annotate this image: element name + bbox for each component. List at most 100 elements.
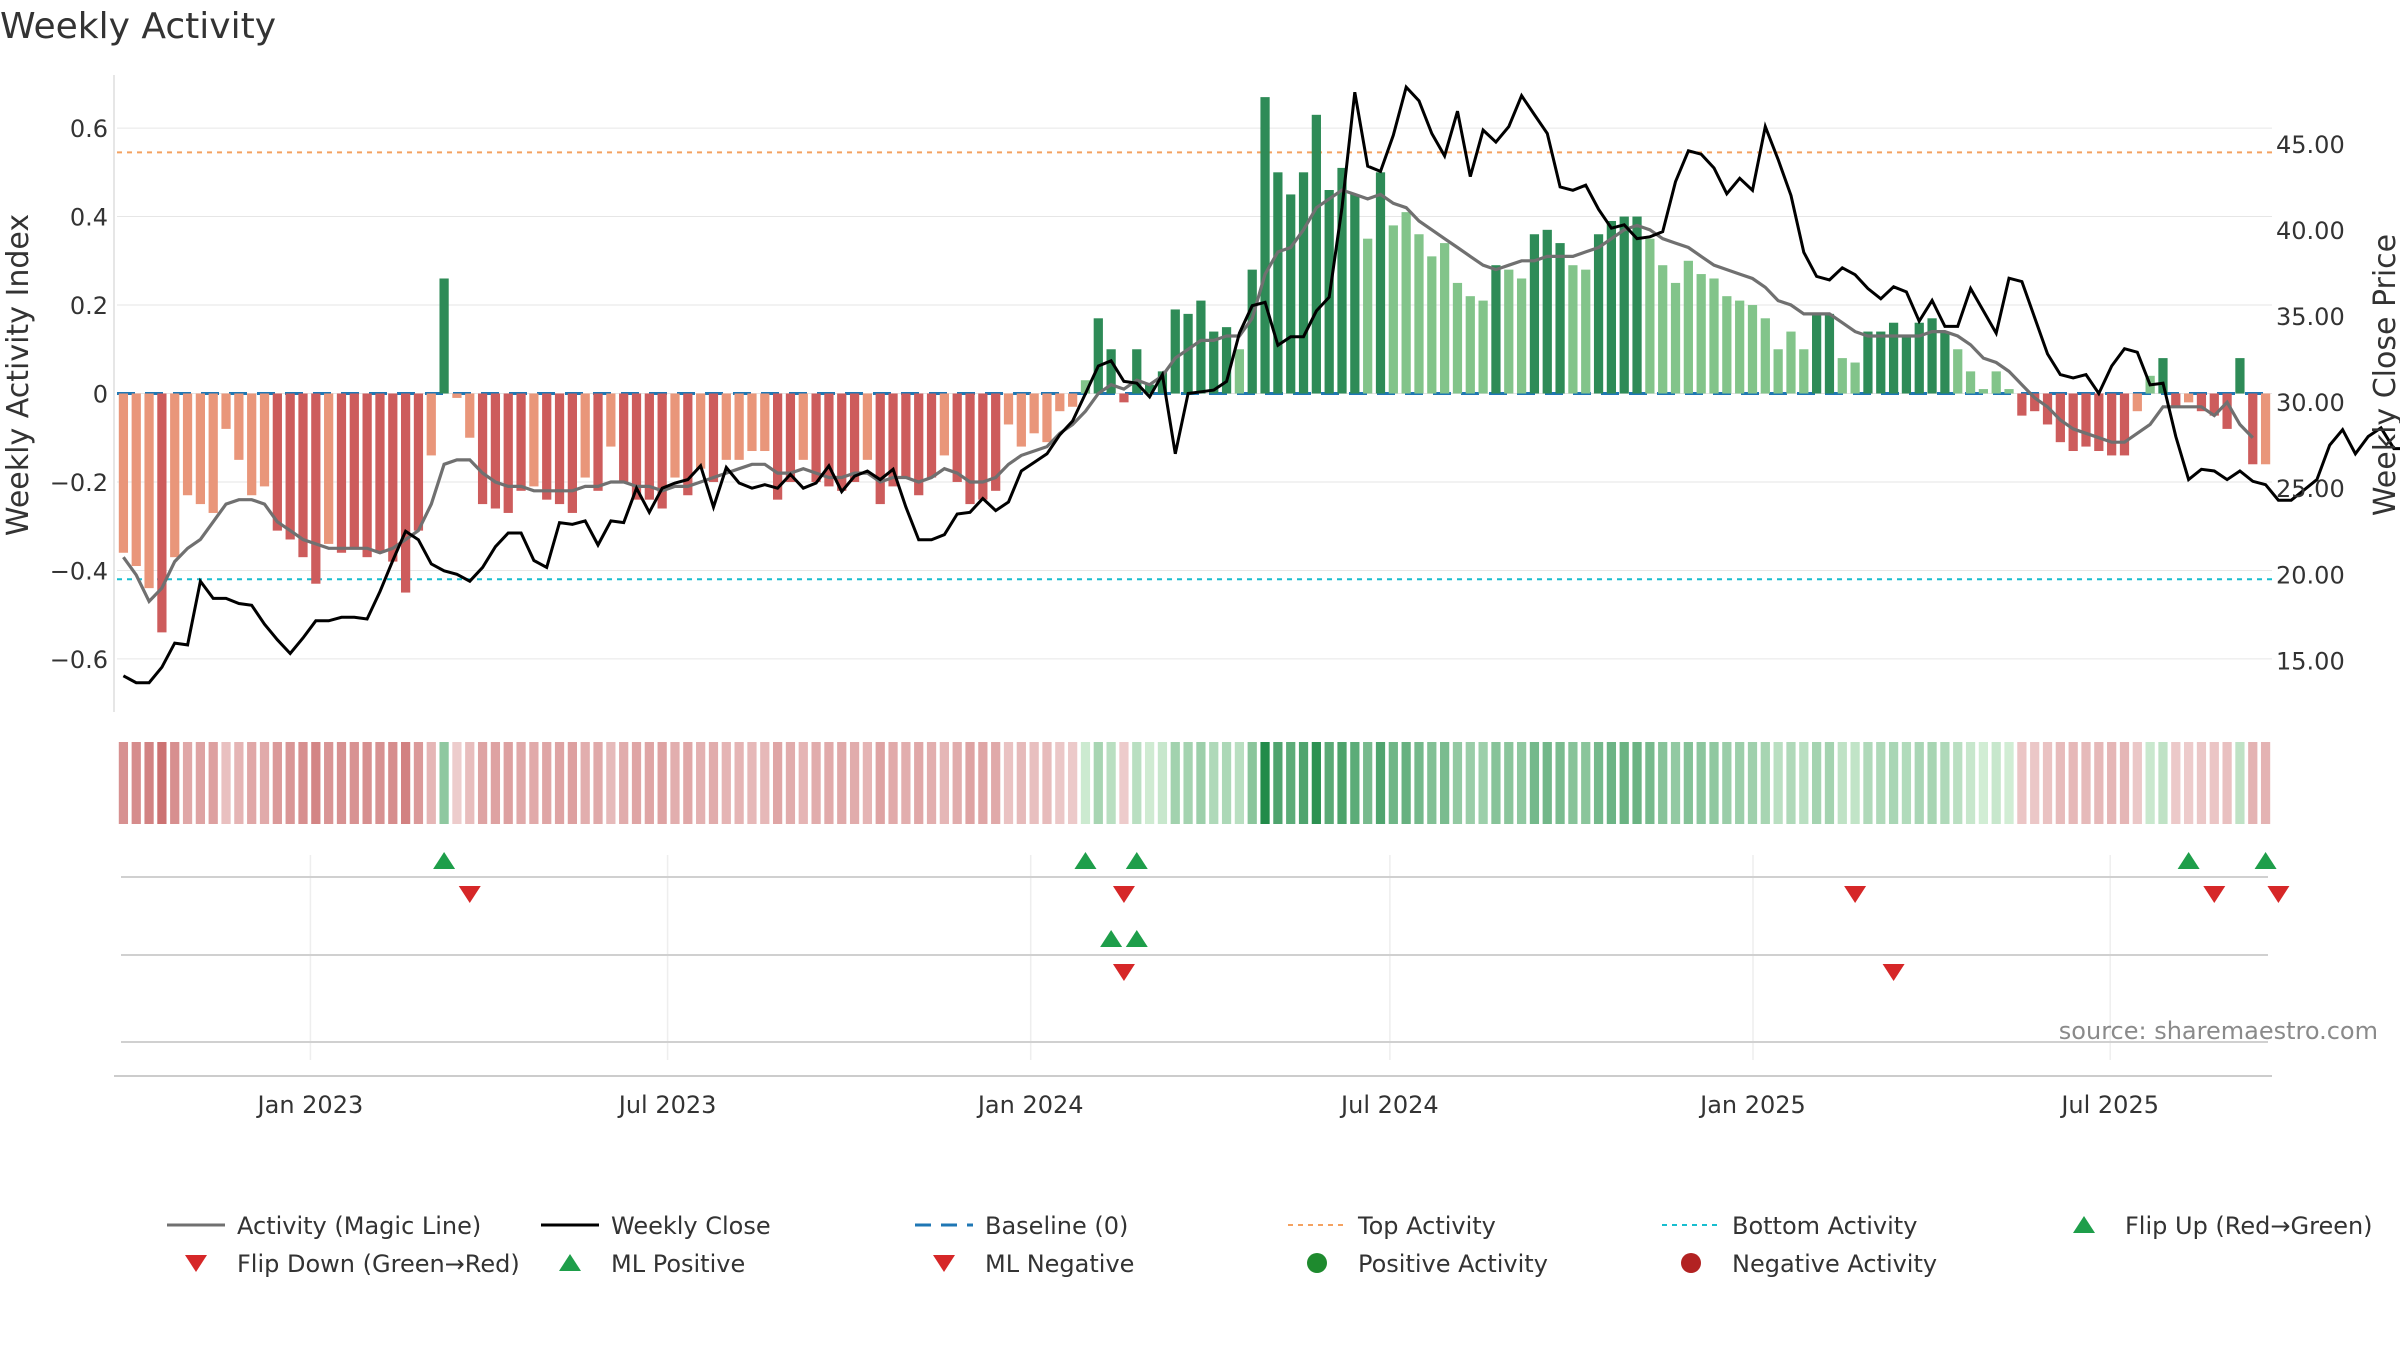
y-left-tick-label: 0.4 <box>70 204 108 232</box>
activity-bar <box>1260 97 1270 394</box>
heat-cell <box>272 742 282 824</box>
heat-cell <box>195 742 205 824</box>
activity-bar <box>2132 393 2142 412</box>
activity-bar <box>2171 393 2181 407</box>
heat-cell <box>2260 742 2271 824</box>
activity-bar <box>1221 327 1232 394</box>
activity-bar <box>324 393 334 544</box>
activity-bar <box>631 393 642 500</box>
source-text: source: sharemaestro.com <box>2059 1017 2378 1045</box>
heat-cell <box>1337 742 1347 824</box>
activity-bar <box>696 393 706 469</box>
x-tick-label: Jul 2023 <box>617 1091 717 1119</box>
activity-bar <box>824 393 834 487</box>
activity-bar <box>157 393 167 633</box>
activity-bar <box>2081 393 2091 447</box>
heat-cell <box>849 742 860 824</box>
heat-cell <box>2004 742 2014 824</box>
activity-bar <box>1914 322 1924 394</box>
activity-bar <box>619 393 629 482</box>
chart-title: Weekly Activity <box>0 6 276 47</box>
activity-bar <box>1965 371 1976 394</box>
activity-bar <box>1632 216 1642 394</box>
activity-bar <box>1593 234 1604 394</box>
activity-bar <box>1311 114 1321 394</box>
heat-cell <box>1157 742 1168 824</box>
activity-bar <box>1722 296 1732 394</box>
activity-bar <box>849 393 860 482</box>
heat-cell <box>2222 742 2232 824</box>
heat-cell <box>1863 742 1873 824</box>
activity-bar <box>452 393 462 398</box>
activity-bar <box>2158 358 2168 394</box>
activity-bar <box>862 393 873 460</box>
heat-cell <box>1696 742 1706 824</box>
heat-cell <box>375 742 385 824</box>
activity-bar <box>1234 349 1245 394</box>
legend-item: Flip Down (Green→Red) <box>185 1250 520 1278</box>
legend-item: Baseline (0) <box>915 1212 1128 1240</box>
heat-cell <box>1786 742 1796 824</box>
activity-bar <box>1183 313 1193 394</box>
y-left-tick-label: 0 <box>93 381 108 409</box>
activity-bar <box>1940 331 1950 394</box>
heat-cell <box>1042 742 1052 824</box>
activity-bar <box>1350 194 1360 394</box>
heat-cell <box>285 742 295 824</box>
activity-bar <box>477 393 488 505</box>
heat-cell <box>1055 742 1065 824</box>
heat-cell <box>901 742 911 824</box>
heat-cell <box>1311 742 1321 824</box>
legend-label: Positive Activity <box>1358 1250 1548 1278</box>
y-left-tick-label: 0.6 <box>70 115 108 143</box>
activity-bar <box>1440 243 1450 394</box>
activity-bar <box>298 393 308 558</box>
y-axis-right-label: Weekly Close Price <box>2368 234 2400 516</box>
heat-cell <box>259 742 270 824</box>
heat-cell <box>1119 742 1129 824</box>
legend-swatch <box>2073 1216 2095 1233</box>
heat-cell <box>529 742 539 824</box>
heat-cell <box>503 742 513 824</box>
legend-swatch <box>1681 1253 1701 1273</box>
legend-label: Top Activity <box>1357 1212 1496 1240</box>
activity-bar <box>1863 331 1873 394</box>
activity-bar <box>901 393 911 478</box>
legend-item: Weekly Close <box>541 1212 771 1240</box>
heat-cell <box>1722 742 1732 824</box>
heat-cell <box>580 742 590 824</box>
heat-cell <box>991 742 1001 824</box>
legend-label: Flip Up (Red→Green) <box>2125 1212 2373 1240</box>
heat-cell <box>2145 742 2155 824</box>
heat-cell <box>875 742 885 824</box>
flip-up-marker <box>2254 852 2277 869</box>
right-axis-ticks: 45.00 40.00 35.00 30.00 25.00 20.00 15.00 <box>2276 131 2345 675</box>
heat-cell <box>452 742 462 824</box>
heat-cell <box>1812 742 1822 824</box>
heat-cell <box>1632 742 1642 824</box>
activity-bar <box>1093 318 1103 394</box>
activity-bar <box>413 393 424 531</box>
activity-bar <box>734 393 744 460</box>
heat-cell <box>1375 742 1386 824</box>
heat-cell <box>1196 742 1206 824</box>
heat-cell <box>144 742 154 824</box>
heat-cell <box>798 742 808 824</box>
heat-cell <box>2119 742 2130 824</box>
activity-bar <box>811 393 821 482</box>
heat-cell <box>683 742 693 824</box>
legend-label: Bottom Activity <box>1732 1212 1917 1240</box>
heat-cell <box>1850 742 1860 824</box>
heat-cell <box>1773 742 1783 824</box>
activity-bar <box>1991 371 2001 394</box>
activity-bar <box>1927 318 1937 394</box>
heat-cell <box>1799 742 1809 824</box>
heat-cell <box>978 742 988 824</box>
activity-bar <box>593 393 603 491</box>
activity-bar <box>1427 256 1437 394</box>
activity-bar <box>798 393 808 460</box>
activity-bar <box>2260 393 2271 465</box>
heat-cell <box>914 742 924 824</box>
heat-cell <box>1068 742 1078 824</box>
